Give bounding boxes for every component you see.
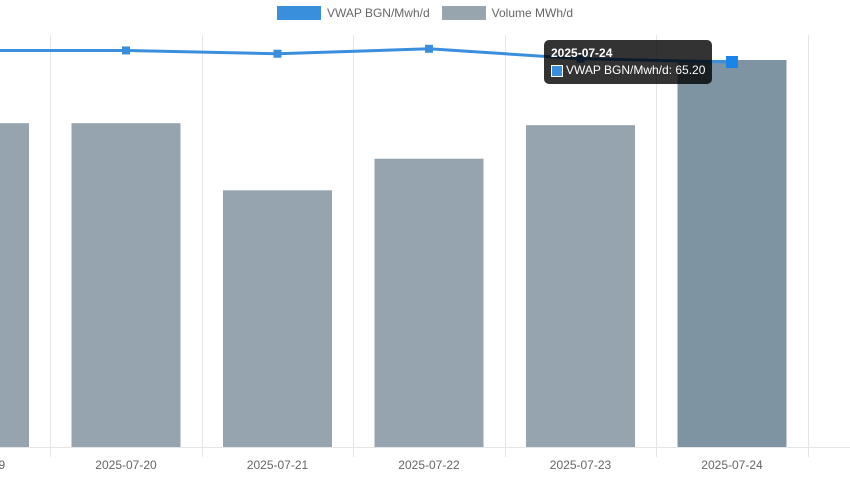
legend-item-vwap[interactable]: VWAP BGN/Mwh/d [276,6,430,20]
bar-2025-07-21 [223,190,332,447]
legend-item-volume[interactable]: Volume MWh/d [441,6,574,20]
tooltip-swatch [551,64,563,77]
vwap-point-2025-07-21 [273,49,282,58]
legend-label-volume: Volume MWh/d [491,6,574,20]
grid-lines [0,35,850,457]
x-tick-2025-07-22: 2025-07-22 [398,458,460,472]
legend-swatch-vwap [276,6,321,20]
bar-2025-07-24 [677,60,787,447]
bar-2025-07-20 [71,123,181,448]
tooltip: 2025-07-24 VWAP BGN/Mwh/d: 65.20 [544,40,713,84]
legend-label-vwap: VWAP BGN/Mwh/d [326,6,430,20]
tooltip-row: VWAP BGN/Mwh/d: 65.20 [551,62,705,79]
legend: VWAP BGN/Mwh/d Volume MWh/d [0,6,850,20]
volume-bars [0,60,787,448]
bar-2025-07-23 [526,125,635,447]
legend-swatch-volume [441,6,486,20]
x-axis-ticks: 2025-07-19 2025-07-20 2025-07-21 2025-07-22… [0,458,763,472]
x-tick-2025-07-19: 2025-07-19 [0,458,6,472]
bar-2025-07-19 [0,123,29,448]
x-tick-2025-07-24: 2025-07-24 [701,458,763,472]
vwap-point-2025-07-24 [726,56,738,68]
x-tick-2025-07-23: 2025-07-23 [550,458,612,472]
x-tick-2025-07-21: 2025-07-21 [247,458,309,472]
tooltip-title: 2025-07-24 [551,46,613,60]
tooltip-label: VWAP BGN/Mwh/d: 65.20 [566,63,706,77]
vwap-point-2025-07-20 [122,46,130,55]
x-tick-2025-07-20: 2025-07-20 [95,458,157,472]
vwap-point-2025-07-22 [425,44,433,53]
bar-2025-07-22 [374,158,484,447]
